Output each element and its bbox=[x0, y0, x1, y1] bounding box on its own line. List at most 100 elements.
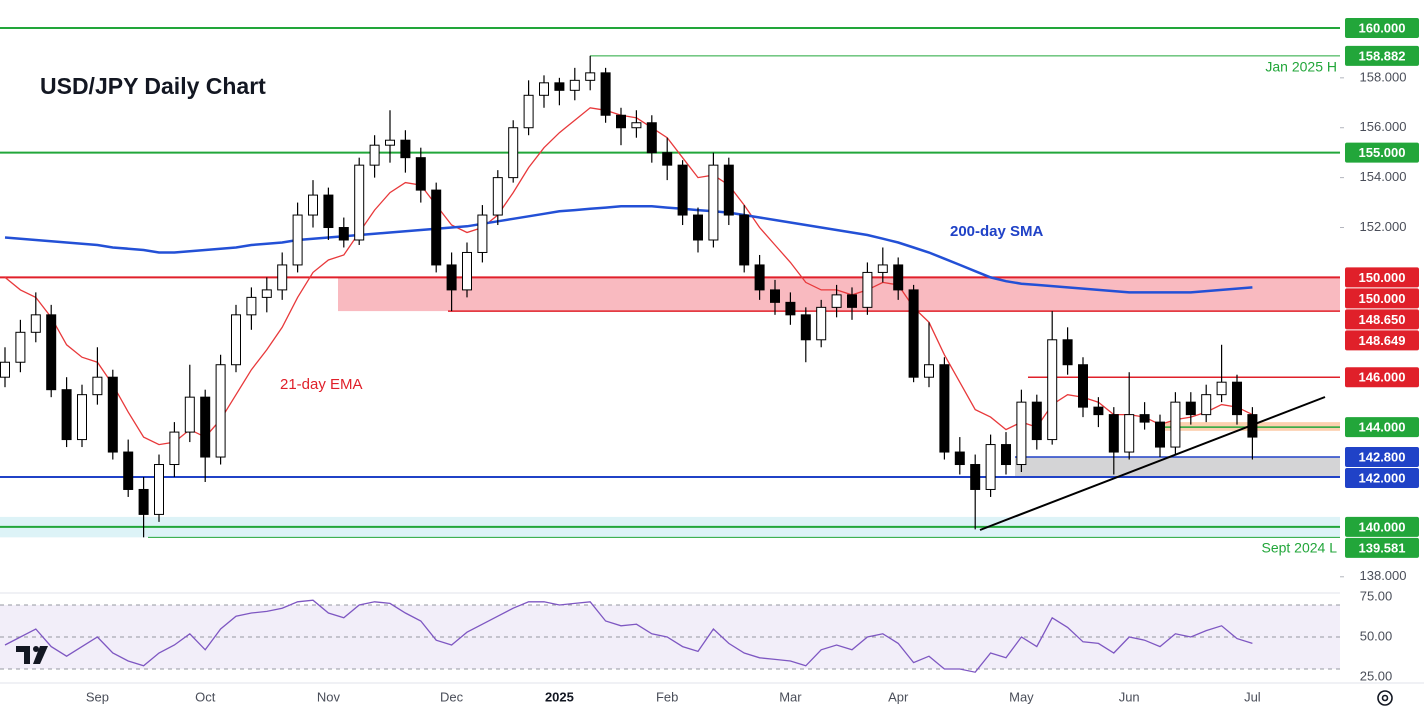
candle-body bbox=[908, 289, 919, 378]
candle-body bbox=[862, 271, 873, 308]
candle-body bbox=[1232, 381, 1242, 416]
level-label: 150.000 bbox=[1359, 291, 1406, 306]
candle-body bbox=[585, 72, 596, 81]
candle-body bbox=[338, 227, 349, 241]
candle-body bbox=[1016, 401, 1027, 466]
level-label-box bbox=[1345, 267, 1419, 288]
candle-body bbox=[169, 431, 180, 466]
level-label: 139.581 bbox=[1359, 540, 1406, 555]
candle-body bbox=[785, 301, 796, 316]
candle-body bbox=[847, 294, 857, 308]
candle-body bbox=[554, 82, 565, 91]
candle-body bbox=[739, 214, 750, 266]
candle-body bbox=[200, 396, 211, 458]
candle-body bbox=[1139, 414, 1150, 423]
candle-body bbox=[893, 264, 904, 291]
rsi-line bbox=[4, 599, 1253, 673]
candle-body bbox=[477, 214, 488, 253]
candle-body bbox=[138, 488, 149, 515]
candle-body bbox=[616, 114, 626, 129]
x-tick-label: Oct bbox=[195, 689, 216, 704]
candle-body bbox=[1108, 414, 1119, 453]
x-tick-label: Apr bbox=[888, 689, 909, 704]
candle-body bbox=[400, 139, 411, 159]
candle-body bbox=[1031, 401, 1042, 441]
x-tick-label: Nov bbox=[317, 689, 341, 704]
candle-body bbox=[970, 464, 981, 490]
candle-body bbox=[30, 314, 41, 333]
sma-label: 200-day SMA bbox=[950, 223, 1044, 240]
y-tick-label: 158.000 bbox=[1360, 69, 1407, 84]
candle-body bbox=[1155, 421, 1165, 448]
candle-body bbox=[46, 314, 57, 391]
candle-body bbox=[261, 289, 272, 298]
candle-body bbox=[677, 164, 688, 216]
level-label-box bbox=[1345, 447, 1419, 468]
annotation: Sept 2024 L bbox=[1261, 540, 1337, 556]
x-tick-label: Mar bbox=[779, 689, 802, 704]
x-tick-label: Jul bbox=[1244, 689, 1261, 704]
candle-body bbox=[369, 144, 380, 166]
level-label: 148.650 bbox=[1359, 312, 1406, 327]
candle-body bbox=[462, 251, 472, 291]
candle-body bbox=[231, 314, 241, 366]
rsi-tick-label: 25.00 bbox=[1360, 668, 1393, 683]
candle-body bbox=[154, 464, 164, 515]
x-tick-label: 2025 bbox=[545, 689, 574, 704]
candle-body bbox=[877, 264, 888, 273]
candle-body bbox=[693, 214, 703, 241]
candle-body bbox=[1170, 401, 1181, 448]
level-label-box bbox=[1345, 367, 1419, 388]
zone bbox=[1015, 457, 1340, 477]
candle-body bbox=[770, 289, 780, 303]
y-tick-label: 152.000 bbox=[1360, 219, 1407, 234]
candle-body bbox=[15, 331, 26, 363]
candle-body bbox=[1047, 339, 1058, 441]
candle-body bbox=[292, 214, 303, 266]
candle-body bbox=[277, 264, 288, 291]
level-label: 150.000 bbox=[1359, 270, 1406, 285]
level-label: 158.882 bbox=[1359, 48, 1406, 63]
x-tick-label: Feb bbox=[656, 689, 678, 704]
candle-body bbox=[1001, 444, 1011, 466]
candle-body bbox=[323, 194, 334, 229]
candle-body bbox=[1201, 394, 1212, 416]
level-label-box bbox=[1345, 468, 1419, 489]
candle-body bbox=[415, 157, 426, 191]
candle-body bbox=[831, 294, 842, 308]
level-label: 142.000 bbox=[1359, 470, 1406, 485]
trendline bbox=[979, 396, 1326, 531]
candle-body bbox=[800, 314, 811, 341]
candle-body bbox=[1185, 401, 1196, 416]
candle-body bbox=[708, 164, 719, 241]
candle-body bbox=[523, 94, 534, 129]
level-label: 144.000 bbox=[1359, 420, 1406, 435]
x-tick-label: Dec bbox=[440, 689, 464, 704]
x-tick-label: Jun bbox=[1119, 689, 1140, 704]
candle-body bbox=[492, 177, 503, 216]
candle-body bbox=[569, 79, 580, 91]
candle-body bbox=[539, 82, 549, 96]
y-tick-label: 154.000 bbox=[1360, 169, 1407, 184]
level-label-box bbox=[1345, 288, 1419, 309]
level-label-box bbox=[1345, 417, 1419, 438]
candle-body bbox=[246, 296, 257, 316]
candle-body bbox=[816, 306, 827, 341]
candle-body bbox=[662, 152, 673, 166]
level-label-box bbox=[1345, 330, 1419, 351]
candle-body bbox=[939, 364, 950, 453]
candle-body bbox=[107, 376, 118, 453]
candle-body bbox=[1078, 364, 1088, 408]
settings-icon[interactable] bbox=[1377, 690, 1393, 706]
level-label: 160.000 bbox=[1359, 20, 1406, 35]
candle-body bbox=[985, 444, 996, 490]
candle-body bbox=[123, 451, 134, 490]
y-tick-label: 138.000 bbox=[1360, 568, 1407, 583]
rsi-tick-label: 75.00 bbox=[1360, 588, 1393, 603]
candle-body bbox=[600, 72, 611, 116]
candle-body bbox=[354, 164, 365, 241]
level-label: 142.800 bbox=[1359, 449, 1406, 464]
ma-line bbox=[4, 107, 1253, 446]
candle-body bbox=[77, 394, 87, 441]
